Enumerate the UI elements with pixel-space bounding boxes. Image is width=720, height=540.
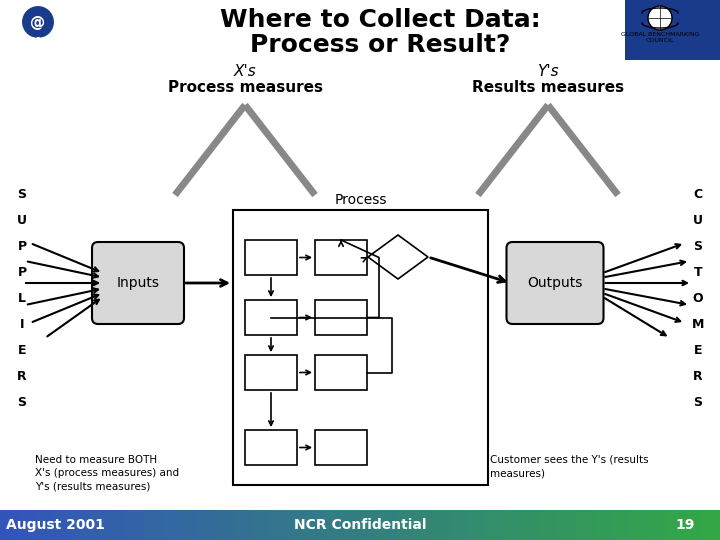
Bar (162, 510, 181, 540)
Bar (288, 510, 307, 540)
Text: R: R (693, 370, 703, 383)
Bar (630, 510, 649, 540)
Text: S: S (17, 188, 27, 201)
Bar (378, 510, 397, 540)
Text: Results measures: Results measures (472, 79, 624, 94)
Bar (180, 510, 199, 540)
Text: R: R (17, 370, 27, 383)
Bar (95, 0, 625, 60)
Bar (486, 510, 505, 540)
Bar (144, 510, 163, 540)
Bar (36, 510, 55, 540)
Text: Process or Result?: Process or Result? (250, 33, 510, 57)
Bar (315, 240, 367, 275)
Text: S: S (693, 396, 703, 409)
Text: GLOBAL BENCHMARKING: GLOBAL BENCHMARKING (621, 31, 699, 37)
Bar (468, 510, 487, 540)
Text: E: E (694, 345, 702, 357)
Circle shape (21, 5, 55, 39)
Bar (245, 300, 297, 335)
Text: S: S (17, 396, 27, 409)
Bar (396, 510, 415, 540)
Bar (315, 300, 367, 335)
Text: NCR: NCR (27, 37, 50, 47)
Bar (0, 0, 95, 60)
Text: P: P (17, 267, 27, 280)
Bar (666, 510, 685, 540)
FancyBboxPatch shape (92, 242, 184, 324)
Text: O: O (693, 293, 703, 306)
Bar (252, 510, 271, 540)
Bar (245, 240, 297, 275)
Text: 19: 19 (675, 518, 695, 532)
Text: @: @ (30, 15, 45, 30)
Bar (558, 510, 577, 540)
Bar (342, 510, 361, 540)
Bar (684, 510, 703, 540)
Bar (648, 510, 667, 540)
Bar (234, 510, 253, 540)
Text: Process measures: Process measures (168, 79, 323, 94)
Bar (315, 430, 367, 465)
Bar (54, 510, 73, 540)
Text: Need to measure BOTH
X's (process measures) and
Y's (results measures): Need to measure BOTH X's (process measur… (35, 455, 179, 491)
Polygon shape (0, 0, 95, 60)
Circle shape (648, 6, 672, 30)
Bar (324, 510, 343, 540)
Bar (414, 510, 433, 540)
Bar (702, 510, 720, 540)
Bar (198, 510, 217, 540)
Text: COUNCIL: COUNCIL (646, 38, 674, 44)
Bar (270, 510, 289, 540)
Text: U: U (17, 214, 27, 227)
Bar (594, 510, 613, 540)
Bar (432, 510, 451, 540)
Text: I: I (19, 319, 24, 332)
FancyBboxPatch shape (506, 242, 603, 324)
Bar (315, 355, 367, 390)
Text: NCR Confidential: NCR Confidential (294, 518, 426, 532)
Text: Inputs: Inputs (117, 276, 160, 290)
Text: M: M (692, 319, 704, 332)
Bar (18, 510, 37, 540)
Text: U: U (693, 214, 703, 227)
Bar (233, 210, 488, 485)
Polygon shape (368, 235, 428, 279)
Bar (90, 510, 109, 540)
Bar (126, 510, 145, 540)
Text: S: S (693, 240, 703, 253)
Bar (72, 510, 91, 540)
Bar (540, 510, 559, 540)
Text: Customer sees the Y's (results
measures): Customer sees the Y's (results measures) (490, 455, 649, 478)
Text: August 2001: August 2001 (6, 518, 104, 532)
Bar (612, 510, 631, 540)
Bar (0, 510, 19, 540)
Text: X's: X's (233, 64, 256, 79)
Bar (360, 510, 379, 540)
Text: Outputs: Outputs (527, 276, 582, 290)
Bar (306, 510, 325, 540)
Text: C: C (693, 188, 703, 201)
Text: Process: Process (334, 193, 387, 207)
Text: T: T (693, 267, 702, 280)
Text: L: L (18, 293, 26, 306)
Bar (108, 510, 127, 540)
Bar (245, 355, 297, 390)
Bar (216, 510, 235, 540)
Bar (576, 510, 595, 540)
Bar (0, 0, 720, 60)
Bar (450, 510, 469, 540)
Text: Where to Collect Data:: Where to Collect Data: (220, 8, 540, 32)
Text: P: P (17, 240, 27, 253)
Bar (504, 510, 523, 540)
Bar (522, 510, 541, 540)
Text: Y's: Y's (537, 64, 559, 79)
Bar (245, 430, 297, 465)
Text: E: E (18, 345, 26, 357)
